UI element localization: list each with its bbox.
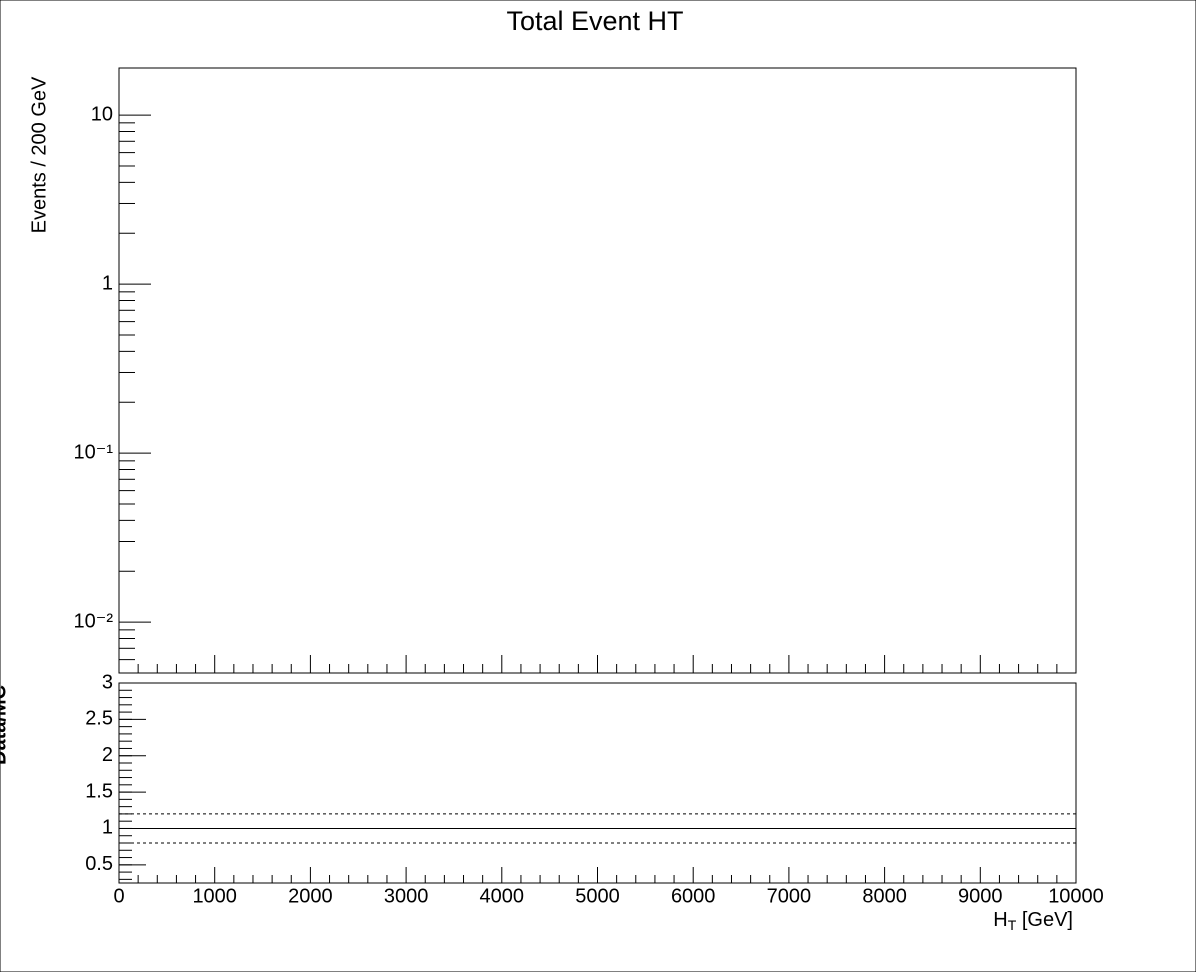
y-tick-label: 10⁻² xyxy=(74,610,114,632)
x-tick-label: 0 xyxy=(113,885,124,907)
x-label-part: [GeV] xyxy=(1016,909,1073,931)
y-tick-label: 0.5 xyxy=(85,853,113,875)
y-tick-label: 1.5 xyxy=(85,780,113,802)
x-tick-label: 6000 xyxy=(671,885,716,907)
x-tick-label: 7000 xyxy=(767,885,812,907)
x-tick-label: 2000 xyxy=(288,885,333,907)
y-tick-label: 2 xyxy=(102,744,113,766)
y-tick-label: 10⁻¹ xyxy=(74,441,114,463)
x-tick-label: 10000 xyxy=(1048,885,1104,907)
x-tick-label: 3000 xyxy=(384,885,429,907)
y-axis-label: Data/MC xyxy=(0,685,10,765)
y-tick-label: 3 xyxy=(102,671,113,693)
x-tick-label: 8000 xyxy=(862,885,907,907)
y-tick-label: 2.5 xyxy=(85,708,113,730)
chart-title: Total Event HT xyxy=(506,6,683,36)
x-tick-label: 4000 xyxy=(480,885,525,907)
y-axis-label: Events / 200 GeV xyxy=(28,76,50,233)
x-tick-label: 9000 xyxy=(958,885,1003,907)
x-tick-label: 1000 xyxy=(192,885,237,907)
x-axis-label: HT [GeV] xyxy=(993,909,1073,932)
y-tick-label: 1 xyxy=(102,272,113,294)
y-tick-label: 10 xyxy=(91,103,113,125)
x-label-part: H xyxy=(993,909,1007,931)
x-tick-label: 5000 xyxy=(575,885,620,907)
y-tick-label: 1 xyxy=(102,817,113,839)
x-label-sub: T xyxy=(1008,917,1017,933)
